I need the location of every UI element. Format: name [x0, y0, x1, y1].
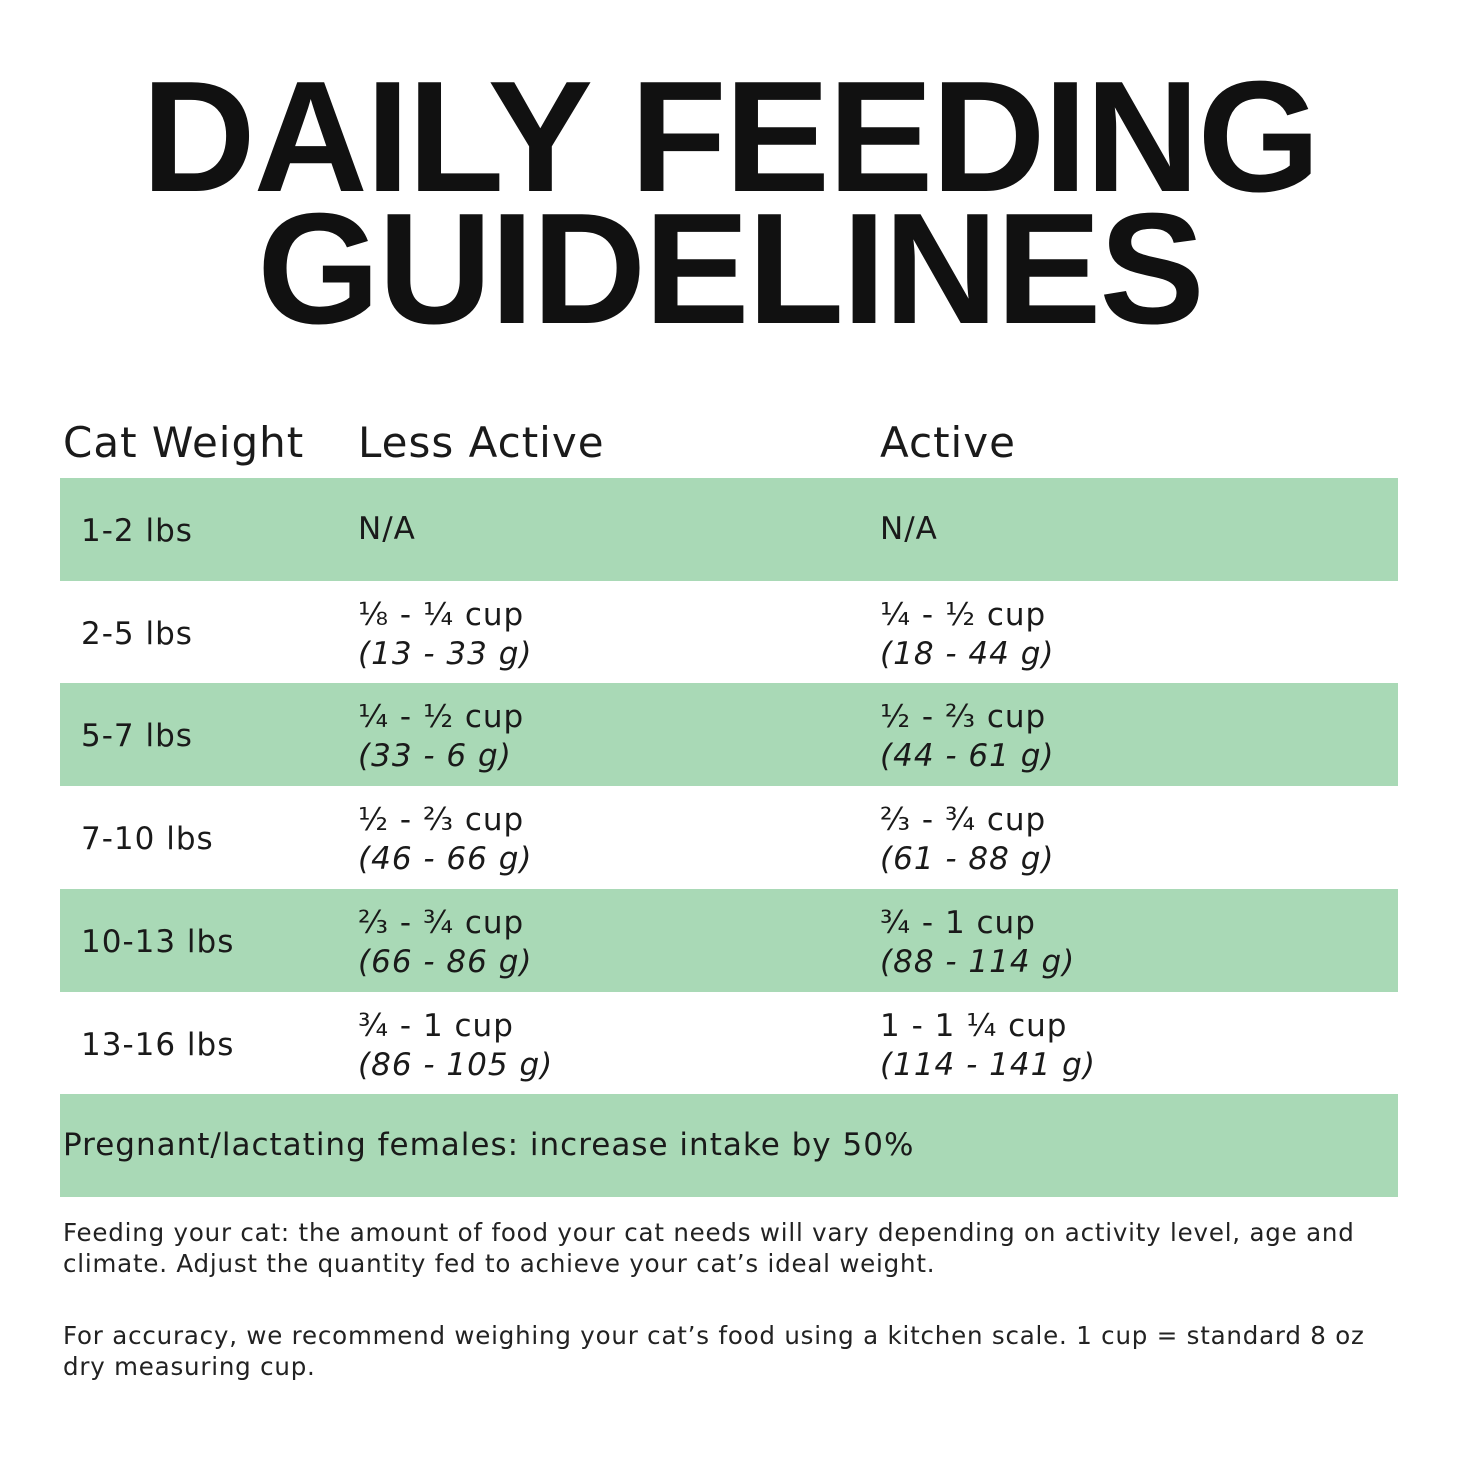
table-row: 13-16 lbs ¾ - 1 cup (86 - 105 g) 1 - 1 ¼ cu… — [60, 992, 1398, 1095]
footnote: For accuracy, we recommend weighing your… — [63, 1321, 1365, 1381]
cell-cups: 1 - 1 ¼ cup — [880, 1007, 1068, 1044]
cat-weight: 7-10 lbs — [81, 821, 214, 858]
cell-cups: ½ - ⅔ cup — [880, 699, 1047, 736]
cat-weight: 2-5 lbs — [81, 615, 193, 652]
cell-cups: ¾ - 1 cup — [880, 904, 1036, 941]
cat-weight: 5-7 lbs — [81, 718, 193, 755]
title-line: DAILY FEEDING — [141, 49, 1321, 225]
cell-cups: ⅔ - ¾ cup — [358, 904, 525, 941]
column-header: Cat Weight — [63, 418, 305, 467]
cell-grams: (61 - 88 g) — [880, 841, 1055, 878]
cell-cups: ¾ - 1 cup — [358, 1007, 514, 1044]
cell-grams: (86 - 105 g) — [358, 1046, 554, 1083]
cell-cups: ¼ - ½ cup — [880, 596, 1047, 633]
column-header: Active — [880, 418, 1016, 467]
table-row: 10-13 lbs ⅔ - ¾ cup (66 - 86 g) ¾ - 1 cup (8… — [60, 888, 1398, 992]
cat-weight: 1-2 lbs — [81, 513, 193, 549]
table-row: 1-2 lbs N/A N/A — [60, 478, 1398, 581]
cat-weight: 13-16 lbs — [81, 1026, 235, 1063]
column-header: Less Active — [358, 418, 605, 467]
cat-weight: 10-13 lbs — [81, 923, 235, 960]
cell-cups: ⅔ - ¾ cup — [880, 802, 1047, 839]
cell-grams: (66 - 86 g) — [358, 943, 533, 980]
cell-grams: (114 - 141 g) — [880, 1046, 1096, 1083]
cell-text: N/A — [358, 511, 416, 547]
note-row: Pregnant/lactating females: increase int… — [60, 1094, 1398, 1198]
table-row: 7-10 lbs ½ - ⅔ cup (46 - 66 g) ⅔ - ¾ cup (61… — [60, 786, 1398, 889]
title-line: GUIDELINES — [257, 181, 1205, 357]
cell-grams: (46 - 66 g) — [358, 841, 533, 878]
table-row: 5-7 lbs ¼ - ½ cup (33 - 6 g) ½ - ⅔ cup (44 -… — [60, 683, 1398, 787]
cell-grams: (13 - 33 g) — [358, 635, 533, 672]
cell-grams: (18 - 44 g) — [880, 635, 1055, 672]
table-row: 2-5 lbs ⅛ - ¼ cup (13 - 33 g) ¼ - ½ cup (18 … — [60, 581, 1398, 684]
cell-cups: ¼ - ½ cup — [358, 699, 525, 736]
cell-grams: (33 - 6 g) — [358, 738, 512, 775]
note-text: Pregnant/lactating females: increase int… — [63, 1127, 915, 1164]
cell-text: N/A — [880, 511, 938, 547]
cell-grams: (44 - 61 g) — [880, 738, 1055, 775]
cell-cups: ½ - ⅔ cup — [358, 802, 525, 839]
footnote: Feeding your cat: the amount of food you… — [63, 1218, 1355, 1278]
cell-grams: (88 - 114 g) — [880, 943, 1076, 980]
cell-cups: ⅛ - ¼ cup — [358, 596, 525, 633]
